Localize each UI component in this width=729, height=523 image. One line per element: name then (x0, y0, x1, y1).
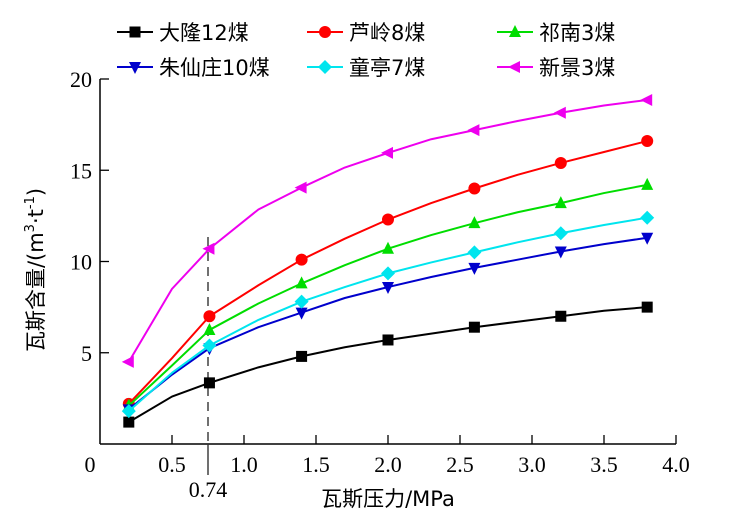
legend-item: 新景3煤 (497, 56, 615, 80)
legend-marker (508, 61, 520, 73)
data-point-marker (468, 216, 481, 229)
y-axis-title-main: 瓦斯含量/(m (24, 232, 48, 352)
x-ticks: 0 0.5 1.0 1.5 2.0 2.5 3.0 3.5 4.0 (85, 435, 690, 477)
legend-label: 新景3煤 (539, 56, 615, 80)
data-point-marker (294, 294, 309, 309)
data-point-marker (382, 282, 394, 295)
legend-item: 芦岭8煤 (307, 21, 425, 45)
y-axis-title-mid: ·t (24, 209, 48, 224)
legend-label: 大隆12煤 (159, 21, 249, 45)
data-point-marker (295, 253, 308, 266)
data-point-marker (468, 182, 481, 195)
x-tick-label: 3.0 (518, 452, 546, 477)
legend-item: 大隆12煤 (117, 21, 249, 45)
data-point-marker (553, 106, 566, 119)
legend-marker (129, 62, 141, 74)
legend-marker (318, 60, 332, 74)
x-tick-label: 2.5 (446, 452, 474, 477)
data-point-marker (123, 416, 135, 428)
y-axis-title-end: ) (24, 188, 48, 196)
x-tick-label: 1.0 (230, 452, 258, 477)
data-point-marker (295, 276, 308, 289)
data-point-marker (640, 93, 653, 106)
data-point-marker (203, 310, 216, 323)
y-tick-label: 5 (81, 341, 92, 366)
y-tick-label: 20 (70, 67, 92, 92)
legend-marker (319, 26, 331, 38)
legend-label: 朱仙庄10煤 (159, 56, 270, 80)
data-point-marker (381, 266, 395, 281)
data-point-marker (641, 301, 653, 313)
x-tick-label: 1.5 (302, 452, 330, 477)
data-point-marker (640, 210, 655, 225)
data-point-marker (554, 196, 567, 209)
data-point-marker (467, 124, 480, 137)
data-point-marker (468, 321, 480, 333)
series-line (128, 306, 648, 423)
x-tick-label: 3.5 (590, 452, 618, 477)
data-point-marker (121, 355, 134, 368)
legend-label: 祁南3煤 (539, 21, 615, 45)
legend-item: 童亭7煤 (307, 56, 425, 80)
legend-label: 芦岭8煤 (349, 21, 425, 45)
data-point-marker (296, 350, 308, 362)
data-point-marker (203, 322, 216, 335)
legend-label: 童亭7煤 (349, 56, 425, 80)
legend-marker (509, 25, 521, 37)
axes (99, 79, 676, 445)
series-triangle-left (121, 93, 653, 368)
data-point-marker (294, 181, 307, 194)
data-point-marker (202, 338, 217, 353)
data-point-marker (203, 377, 215, 389)
data-point-marker (381, 146, 393, 159)
data-point-marker (641, 177, 654, 190)
data-point-marker (554, 246, 567, 259)
y-axis-title: 瓦斯含量/(m3·t-1) (23, 188, 48, 352)
x-tick-label: 0.5 (158, 452, 186, 477)
y-axis-title-sup2: -1 (23, 196, 38, 209)
x-tick-label: 0 (85, 452, 96, 477)
x-axis-title: 瓦斯压力/MPa (321, 487, 455, 511)
annotation-label: 0.74 (189, 477, 228, 502)
data-point-marker (554, 156, 567, 169)
data-point-marker (382, 213, 394, 226)
legend-item: 祁南3煤 (497, 21, 615, 45)
series-triangle-up (122, 177, 654, 411)
data-point-marker (295, 307, 308, 320)
data-point-marker (202, 242, 215, 255)
series-square (123, 301, 653, 428)
y-tick-label: 10 (70, 250, 92, 275)
annotation: 0.74 (189, 237, 228, 502)
series-diamond (121, 210, 655, 419)
data-point-marker (641, 135, 654, 148)
legend-item: 朱仙庄10煤 (117, 56, 270, 80)
x-tick-label: 2.0 (374, 452, 402, 477)
data-point-marker (382, 334, 394, 346)
y-axis-title-sup1: 3 (23, 224, 38, 232)
series-group (121, 93, 655, 428)
data-point-marker (553, 226, 568, 241)
data-point-marker (641, 232, 654, 245)
data-point-marker (467, 245, 482, 260)
x-tick-label: 4.0 (662, 452, 690, 477)
y-ticks: 5 10 15 20 (70, 67, 109, 366)
data-point-marker (121, 404, 136, 419)
y-tick-label: 15 (70, 158, 92, 183)
data-point-marker (555, 310, 567, 322)
data-point-marker (382, 241, 394, 254)
data-point-marker (468, 262, 481, 275)
legend-marker (129, 26, 141, 38)
